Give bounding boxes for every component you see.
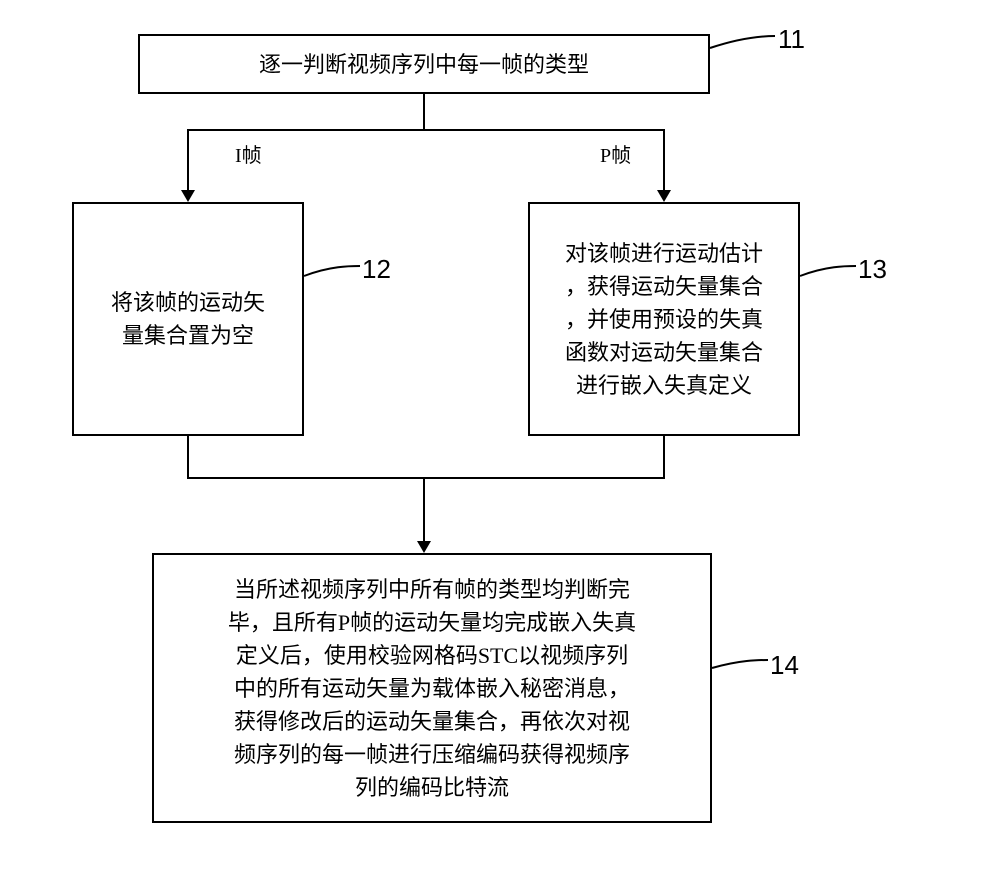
- flowchart-node-1: 逐一判断视频序列中每一帧的类型: [138, 34, 710, 94]
- node-4-label: 14: [770, 650, 799, 681]
- flowchart-node-2: 将该帧的运动矢 量集合置为空: [72, 202, 304, 436]
- node-2-label: 12: [362, 254, 391, 285]
- node-3-label: 13: [858, 254, 887, 285]
- node-1-text: 逐一判断视频序列中每一帧的类型: [259, 48, 589, 81]
- edge-label-p-frame: P帧: [600, 139, 631, 168]
- node-2-text: 将该帧的运动矢 量集合置为空: [111, 286, 265, 352]
- edge-label-i-frame: I帧: [235, 139, 262, 168]
- flowchart-node-4: 当所述视频序列中所有帧的类型均判断完 毕，且所有P帧的运动矢量均完成嵌入失真 定…: [152, 553, 712, 823]
- flowchart-node-3: 对该帧进行运动估计 ，获得运动矢量集合 ，并使用预设的失真 函数对运动矢量集合 …: [528, 202, 800, 436]
- node-3-text: 对该帧进行运动估计 ，获得运动矢量集合 ，并使用预设的失真 函数对运动矢量集合 …: [565, 237, 763, 402]
- node-1-label: 11: [778, 24, 805, 55]
- node-4-text: 当所述视频序列中所有帧的类型均判断完 毕，且所有P帧的运动矢量均完成嵌入失真 定…: [228, 573, 636, 804]
